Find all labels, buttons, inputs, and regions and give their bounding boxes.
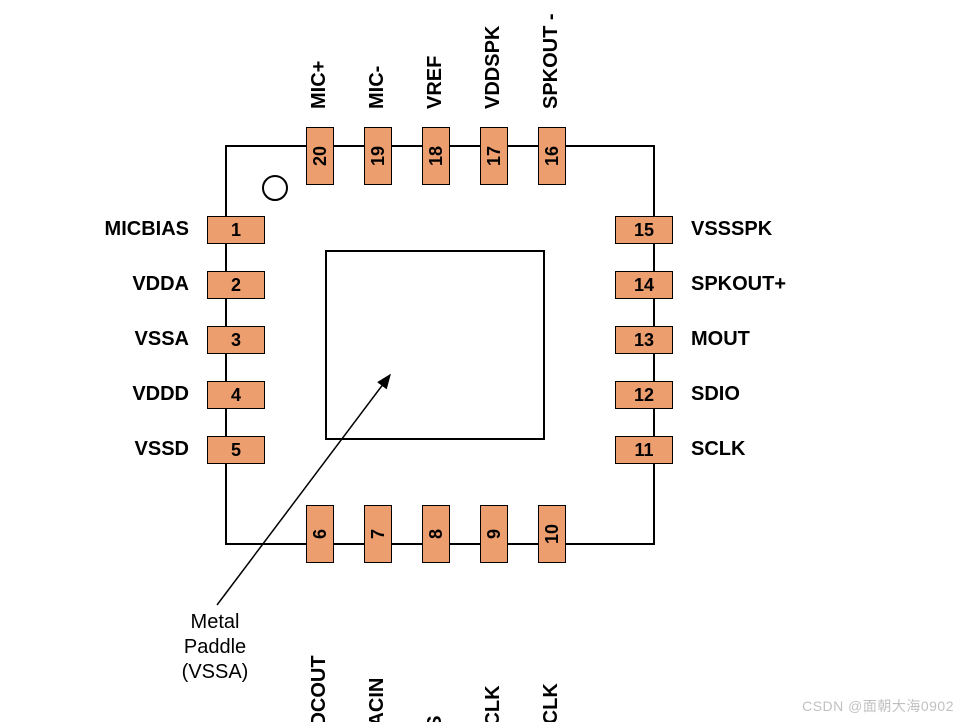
paddle-arrow xyxy=(0,0,964,722)
watermark: CSDN @面朝大海0902 xyxy=(802,696,954,716)
